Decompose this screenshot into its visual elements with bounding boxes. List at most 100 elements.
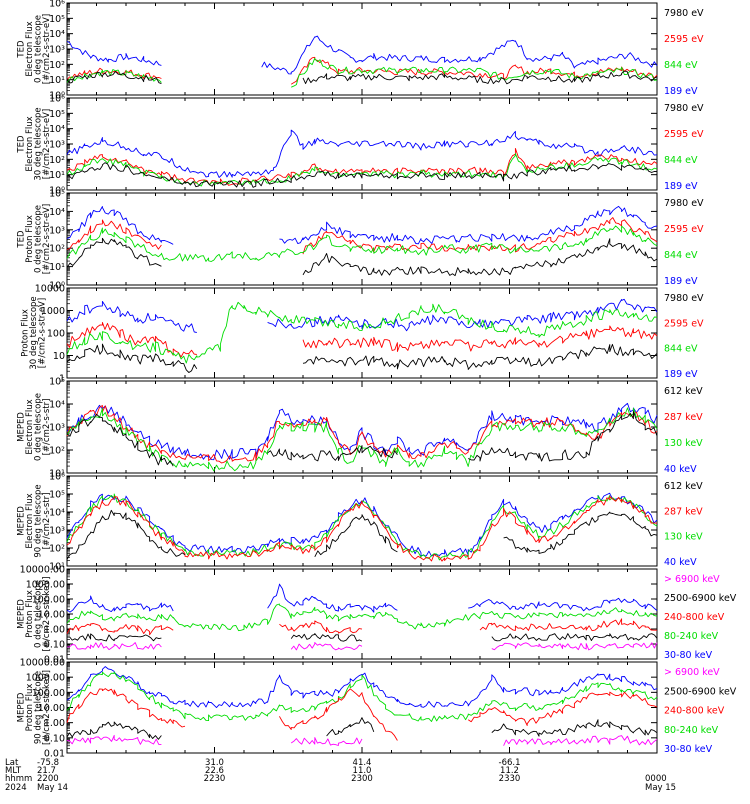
y-axis-label: 90 deg telescope [33, 671, 43, 744]
legend-entry: 844 eV [664, 155, 698, 166]
y-tick-label: 10² [49, 155, 65, 166]
legend-entry: 287 keV [664, 506, 703, 517]
orbit-tick-value: -66.1 [499, 758, 521, 768]
series-line-7-5 [66, 642, 658, 651]
orbit-tick-value: 2300 [351, 774, 373, 784]
orbit-row-label: Lat [5, 758, 19, 768]
legend-entry: 7980 eV [664, 8, 704, 19]
y-tick-label: 10⁴ [49, 124, 65, 135]
legend-entry: > 6900 keV [664, 574, 720, 585]
legend-entry: 2500-6900 keV [664, 686, 737, 697]
legend-entry: 612 keV [664, 481, 703, 492]
legend-entry: 2595 eV [664, 224, 704, 235]
y-tick-label: 1000 [41, 306, 65, 317]
orbit-tick-value: 31.0 [205, 758, 224, 768]
series-line-7-3 [66, 618, 657, 636]
series-line-1-2 [66, 56, 658, 85]
y-tick-label: 10¹ [49, 562, 65, 573]
y-tick-label: 10⁴ [49, 400, 65, 411]
legend-entry: 40 keV [664, 557, 697, 568]
legend-entry: 189 eV [664, 181, 698, 192]
orbit-tick-value: 2330 [499, 774, 521, 784]
y-tick-label: 10.00 [38, 610, 65, 621]
y-tick-label: 10⁵ [49, 109, 65, 120]
y-tick-label: 0.01 [44, 655, 65, 666]
y-tick-label: 10⁵ [49, 377, 65, 388]
y-axis-label: [#/cm2-s-str-keV] [42, 577, 52, 652]
y-axis-label: Proton Flux [25, 590, 35, 638]
y-axis-label: 30 deg telescope [29, 296, 39, 369]
y-axis-label: MEPED [16, 692, 26, 722]
series-line-4-2 [66, 321, 658, 358]
legend-entry: > 6900 keV [664, 667, 720, 678]
orbit-tick-value: 22.6 [205, 766, 224, 776]
orbit-row-label: hhmm [5, 774, 32, 784]
orbit-tick-value: 11.2 [500, 766, 519, 776]
y-axis-label: 0 deg telescope [33, 580, 43, 648]
orbit-tick-value: 41.4 [353, 758, 372, 768]
y-axis-label: TED [16, 230, 26, 249]
legend-entry: 287 keV [664, 412, 703, 423]
y-tick-label: 10³ [49, 423, 65, 434]
y-axis-label: [#/cm2-s-str-eV] [42, 204, 52, 274]
y-axis-label: [#/cm2-s-str-keV] [42, 670, 52, 745]
legend-entry: 7980 eV [664, 103, 704, 114]
legend-entry: 80-240 keV [664, 725, 719, 736]
series-line-4-3 [66, 301, 658, 364]
y-axis-label: Electron Flux [25, 399, 35, 454]
legend-entry: 40 keV [664, 464, 697, 475]
y-axis-label: MEPED [16, 412, 26, 442]
y-tick-label: 1000.00 [26, 673, 65, 684]
orbit-tick-value: -75.8 [37, 758, 59, 768]
legend-entry: 30-80 keV [664, 650, 713, 661]
series-line-8-4 [66, 717, 658, 740]
y-tick-label: 10¹ [49, 262, 65, 273]
y-tick-label: 100 [47, 329, 65, 340]
series-line-3-1 [66, 205, 658, 245]
legend-entry: 130 keV [664, 438, 703, 449]
y-tick-label: 10⁵ [49, 14, 65, 25]
y-tick-label: 10⁴ [49, 29, 65, 40]
y-tick-label: 100.00 [32, 688, 65, 699]
y-axis-label: MEPED [16, 506, 26, 536]
y-axis-label: Proton Flux [25, 215, 35, 263]
y-axis-label: 0 deg telescope [33, 205, 43, 273]
series-line-8-3 [66, 688, 658, 741]
y-tick-label: 10⁶ [49, 94, 65, 105]
y-tick-label: 0.10 [44, 640, 65, 651]
y-tick-label: 10⁰ [49, 91, 65, 102]
series-line-1-4 [66, 70, 658, 85]
y-axis-label: 0 deg telescope [33, 15, 43, 83]
y-tick-label: 10³ [49, 225, 65, 236]
orbit-tick-value: 2200 [37, 774, 59, 784]
y-tick-label: 10⁴ [49, 508, 65, 519]
y-tick-label: 1.00 [44, 625, 65, 636]
y-tick-label: 10000.00 [20, 658, 65, 669]
legend-entry: 2595 eV [664, 34, 704, 45]
y-tick-label: 10² [49, 544, 65, 555]
series-line-7-2 [66, 603, 658, 632]
orbit-tick-value: 0000 [645, 774, 667, 784]
series-line-2-1 [66, 129, 658, 178]
series-line-4-4 [66, 343, 658, 373]
y-axis-label: [#/cm2-s-str-eV] [42, 109, 52, 179]
series-line-3-2 [66, 217, 658, 255]
legend-entry: 30-80 keV [664, 744, 713, 755]
y-tick-label: 10¹ [49, 75, 65, 86]
y-tick-label: 10⁰ [49, 186, 65, 197]
legend-entry: 612 keV [664, 386, 703, 397]
orbit-row-label: 2024 [5, 783, 27, 793]
y-axis-label: MEPED [16, 599, 26, 629]
y-tick-label: 10¹ [49, 469, 65, 480]
y-axis-label: 30 deg telescope [33, 107, 43, 180]
y-tick-label: 10⁵ [49, 490, 65, 501]
y-tick-label: 10⁴ [49, 207, 65, 218]
orbit-tick-value: 11.0 [353, 766, 372, 776]
y-tick-label: 1.00 [44, 718, 65, 729]
orbit-tick-value: May 14 [37, 783, 68, 793]
y-axis-label: TED [16, 40, 26, 59]
series-line-1-1 [66, 35, 658, 75]
series-line-8-2 [66, 671, 658, 722]
